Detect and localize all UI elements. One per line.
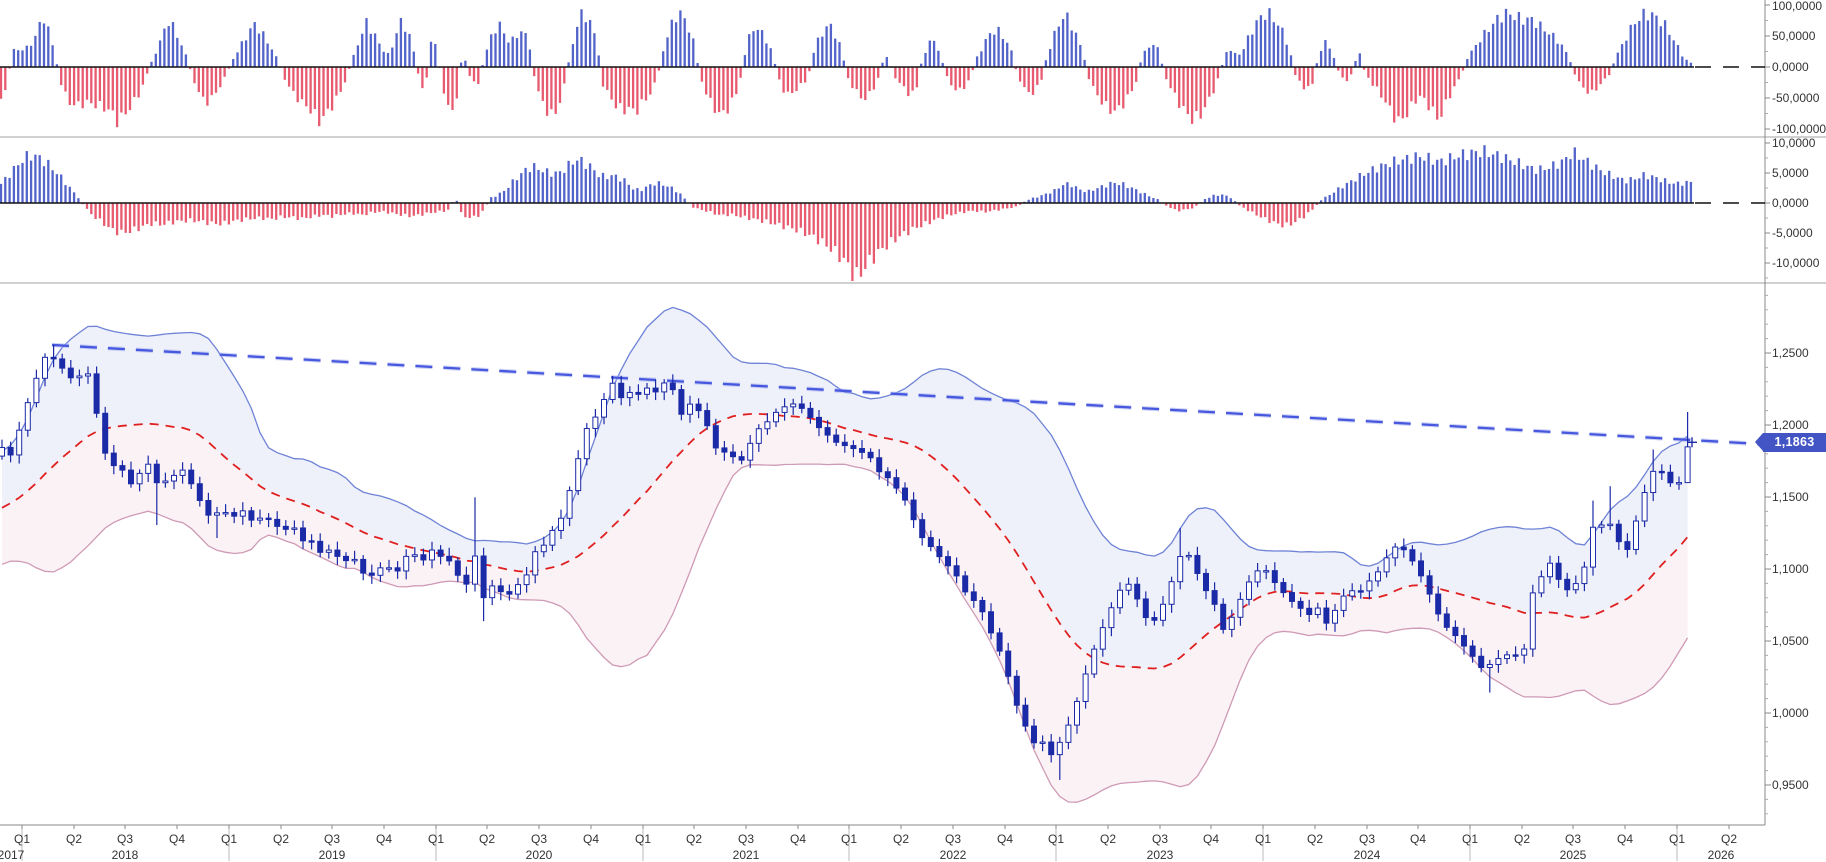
svg-text:-50,0000: -50,0000: [1772, 91, 1820, 105]
svg-text:10,0000: 10,0000: [1772, 136, 1816, 150]
svg-text:Q2: Q2: [1100, 832, 1116, 846]
svg-text:Q3: Q3: [1359, 832, 1375, 846]
svg-text:1,1000: 1,1000: [1772, 562, 1809, 576]
svg-text:Q2: Q2: [893, 832, 909, 846]
svg-text:-5,0000: -5,0000: [1772, 226, 1813, 240]
svg-text:Q1: Q1: [1462, 832, 1478, 846]
svg-text:2022: 2022: [940, 848, 967, 862]
svg-text:50,0000: 50,0000: [1772, 29, 1816, 43]
svg-text:1,0000: 1,0000: [1772, 706, 1809, 720]
svg-text:Q3: Q3: [1565, 832, 1581, 846]
svg-text:2018: 2018: [112, 848, 139, 862]
svg-text:2019: 2019: [319, 848, 346, 862]
svg-text:5,0000: 5,0000: [1772, 166, 1809, 180]
svg-text:2017: 2017: [0, 848, 25, 862]
svg-text:Q2: Q2: [1721, 832, 1737, 846]
svg-text:Q4: Q4: [583, 832, 599, 846]
svg-text:1,2000: 1,2000: [1772, 418, 1809, 432]
svg-text:Q1: Q1: [14, 832, 30, 846]
svg-text:Q3: Q3: [117, 832, 133, 846]
svg-text:0,0000: 0,0000: [1772, 196, 1809, 210]
svg-text:Q1: Q1: [428, 832, 444, 846]
svg-text:Q1: Q1: [1048, 832, 1064, 846]
svg-text:Q2: Q2: [273, 832, 289, 846]
svg-text:Q4: Q4: [1617, 832, 1633, 846]
svg-text:Q4: Q4: [1203, 832, 1219, 846]
svg-text:Q1: Q1: [841, 832, 857, 846]
last-price-badge[interactable]: 1,1863: [1755, 433, 1826, 452]
svg-text:0,0000: 0,0000: [1772, 60, 1809, 74]
svg-text:Q1: Q1: [1255, 832, 1271, 846]
svg-text:100,0000: 100,0000: [1772, 0, 1822, 13]
svg-text:Q4: Q4: [1410, 832, 1426, 846]
svg-text:0,9500: 0,9500: [1772, 778, 1809, 792]
svg-text:Q3: Q3: [945, 832, 961, 846]
svg-text:2025: 2025: [1560, 848, 1587, 862]
svg-text:2026: 2026: [1708, 848, 1735, 862]
svg-text:Q4: Q4: [376, 832, 392, 846]
svg-text:-100,0000: -100,0000: [1772, 122, 1826, 136]
svg-text:-10,0000: -10,0000: [1772, 256, 1820, 270]
svg-text:Q4: Q4: [169, 832, 185, 846]
svg-text:Q3: Q3: [531, 832, 547, 846]
svg-text:Q3: Q3: [324, 832, 340, 846]
svg-text:Q1: Q1: [1669, 832, 1685, 846]
svg-text:2020: 2020: [526, 848, 553, 862]
svg-text:Q4: Q4: [997, 832, 1013, 846]
svg-text:Q1: Q1: [635, 832, 651, 846]
svg-text:Q3: Q3: [1152, 832, 1168, 846]
svg-text:2021: 2021: [733, 848, 760, 862]
svg-text:1,2500: 1,2500: [1772, 346, 1809, 360]
svg-text:Q2: Q2: [479, 832, 495, 846]
svg-text:Q1: Q1: [221, 832, 237, 846]
svg-text:Q2: Q2: [686, 832, 702, 846]
svg-text:Q2: Q2: [66, 832, 82, 846]
svg-text:Q4: Q4: [790, 832, 806, 846]
svg-text:Q2: Q2: [1307, 832, 1323, 846]
svg-text:Q2: Q2: [1514, 832, 1530, 846]
svg-text:1,1500: 1,1500: [1772, 490, 1809, 504]
svg-text:2023: 2023: [1147, 848, 1174, 862]
svg-text:Q3: Q3: [738, 832, 754, 846]
svg-text:2024: 2024: [1354, 848, 1381, 862]
svg-text:1,0500: 1,0500: [1772, 634, 1809, 648]
